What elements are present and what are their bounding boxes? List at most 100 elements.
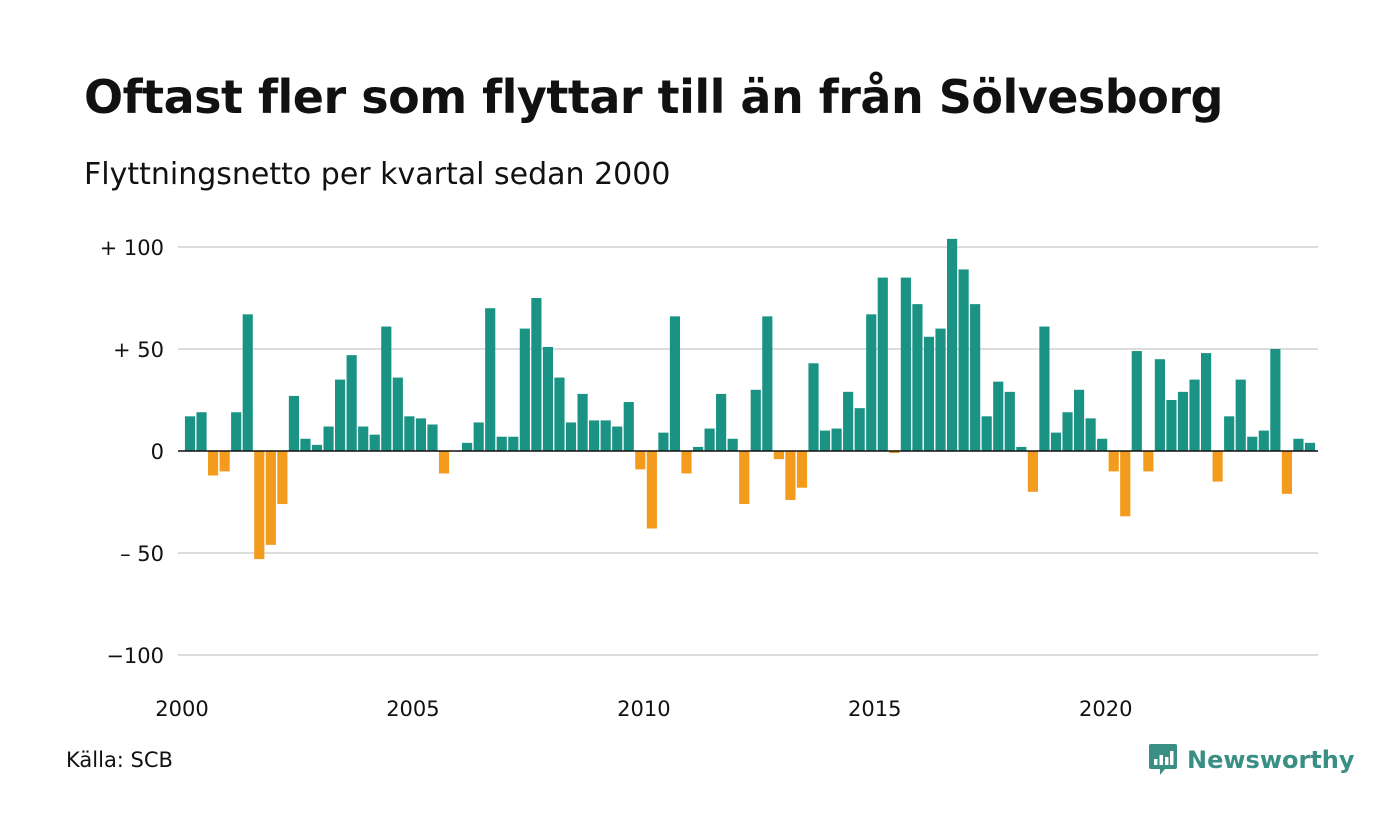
bar [981,416,992,451]
bar [358,426,369,451]
bar [739,451,750,505]
bar [1224,416,1235,451]
bar [808,363,819,451]
bar [519,328,530,451]
bar [704,428,715,451]
bar [1085,418,1096,451]
bar [542,346,554,451]
y-tick-label: −100 [106,644,164,668]
bar [577,393,588,451]
bar [912,304,923,451]
bar [565,422,577,451]
bar [323,426,334,451]
bar [1177,391,1189,451]
bar [646,451,657,529]
bar [762,316,773,451]
bar [1062,412,1073,451]
bar [496,436,507,451]
bar [1143,451,1154,472]
bar [1039,326,1050,451]
bar [1108,451,1119,472]
bar [993,381,1004,451]
bar [473,422,484,451]
bar [946,238,958,451]
bar [1270,349,1281,451]
bar [692,446,704,451]
grid-lines [178,246,1318,656]
bar [716,393,727,451]
bar [1304,442,1316,451]
bar [1247,436,1258,451]
bar [184,416,196,451]
bar [462,442,473,451]
y-tick-label: + 50 [113,338,164,362]
x-tick-labels: 2000 2005 2010 2015 2020 [155,697,1132,721]
bar [1131,351,1142,451]
chart-title: Oftast fler som flyttar till än från Söl… [84,70,1223,124]
bar [831,428,842,451]
bar [819,430,831,451]
bar [866,314,877,451]
bar [750,389,761,451]
bar [877,277,888,451]
bar [554,377,565,451]
bar [531,298,542,451]
bar [288,395,299,451]
bar [785,451,796,500]
bar-chart: + 100 + 50 0 – 50 −100 2000 2005 2010 2015 2020 [100,236,1318,721]
bar [392,377,403,451]
bar [727,438,738,451]
bar [196,412,207,451]
bar [1154,359,1165,451]
y-tick-label: + 100 [100,236,164,260]
chart-subtitle: Flyttningsnetto per kvartal sedan 2000 [84,157,671,192]
x-tick-label: 2020 [1079,697,1132,721]
bar [1293,438,1304,451]
bar [311,444,323,451]
bar [369,434,380,451]
y-tick-label: – 50 [120,542,164,566]
bar [1189,379,1200,451]
bars [184,238,1316,560]
bar [958,269,969,451]
bar [773,451,784,460]
newsworthy-chart-bubble-icon [1149,744,1177,775]
bar [1166,400,1177,451]
bar [415,418,427,451]
bar [254,451,265,560]
bar [923,336,935,451]
bar [508,436,519,451]
bar [485,308,496,451]
source-note: Källa: SCB [66,748,173,772]
bar [1097,438,1108,451]
bar [669,316,681,451]
bar [970,304,981,451]
bar [1201,353,1212,451]
bar [935,328,946,451]
x-tick-label: 2010 [617,697,670,721]
bar [335,379,346,451]
bar [681,451,692,474]
bar [889,451,900,454]
bar [277,451,288,505]
bar [1004,391,1015,451]
bar [623,402,634,451]
bar [1235,379,1246,451]
bar [1120,451,1131,517]
brand-name: Newsworthy [1187,746,1355,774]
bar [1281,451,1292,494]
brand-logo[interactable]: Newsworthy [1148,743,1355,777]
bar [1073,389,1085,451]
bar [612,426,623,451]
bar [404,416,415,451]
bar [1016,446,1027,451]
bar [219,451,230,472]
bar [300,438,311,451]
bar [208,451,219,476]
bar [438,451,450,474]
bar [265,451,276,545]
x-tick-label: 2000 [155,697,208,721]
bar [589,420,600,451]
y-tick-label: 0 [151,440,164,464]
bar [1050,432,1062,451]
